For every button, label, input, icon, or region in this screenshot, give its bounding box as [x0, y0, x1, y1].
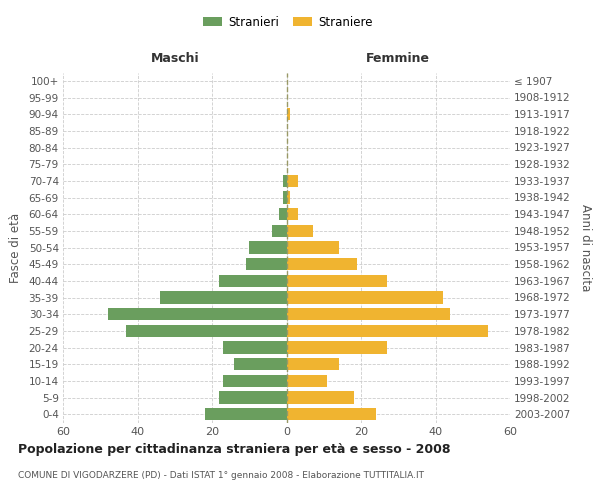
Bar [287, 291, 443, 304]
Bar [287, 341, 387, 354]
Bar [287, 191, 290, 204]
Bar [287, 258, 357, 270]
Y-axis label: Fasce di età: Fasce di età [8, 212, 22, 282]
Bar [220, 391, 287, 404]
Text: Femmine: Femmine [366, 52, 430, 66]
Bar [108, 308, 287, 320]
Bar [287, 374, 328, 387]
Bar [223, 374, 287, 387]
Bar [287, 208, 298, 220]
Bar [249, 242, 287, 254]
Bar [287, 108, 290, 120]
Bar [245, 258, 287, 270]
Bar [283, 191, 287, 204]
Bar [160, 291, 287, 304]
Text: Popolazione per cittadinanza straniera per età e sesso - 2008: Popolazione per cittadinanza straniera p… [18, 442, 451, 456]
Bar [287, 391, 353, 404]
Legend: Stranieri, Straniere: Stranieri, Straniere [199, 11, 377, 34]
Bar [272, 224, 287, 237]
Bar [127, 324, 287, 337]
Bar [287, 224, 313, 237]
Text: COMUNE DI VIGODARZERE (PD) - Dati ISTAT 1° gennaio 2008 - Elaborazione TUTTITALI: COMUNE DI VIGODARZERE (PD) - Dati ISTAT … [18, 471, 424, 480]
Y-axis label: Anni di nascita: Anni di nascita [579, 204, 592, 291]
Text: Maschi: Maschi [151, 52, 199, 66]
Bar [205, 408, 287, 420]
Bar [287, 174, 298, 187]
Bar [287, 242, 338, 254]
Bar [287, 324, 488, 337]
Bar [287, 358, 338, 370]
Bar [235, 358, 287, 370]
Bar [287, 274, 387, 287]
Bar [283, 174, 287, 187]
Bar [279, 208, 287, 220]
Bar [287, 408, 376, 420]
Bar [220, 274, 287, 287]
Bar [287, 308, 451, 320]
Bar [223, 341, 287, 354]
